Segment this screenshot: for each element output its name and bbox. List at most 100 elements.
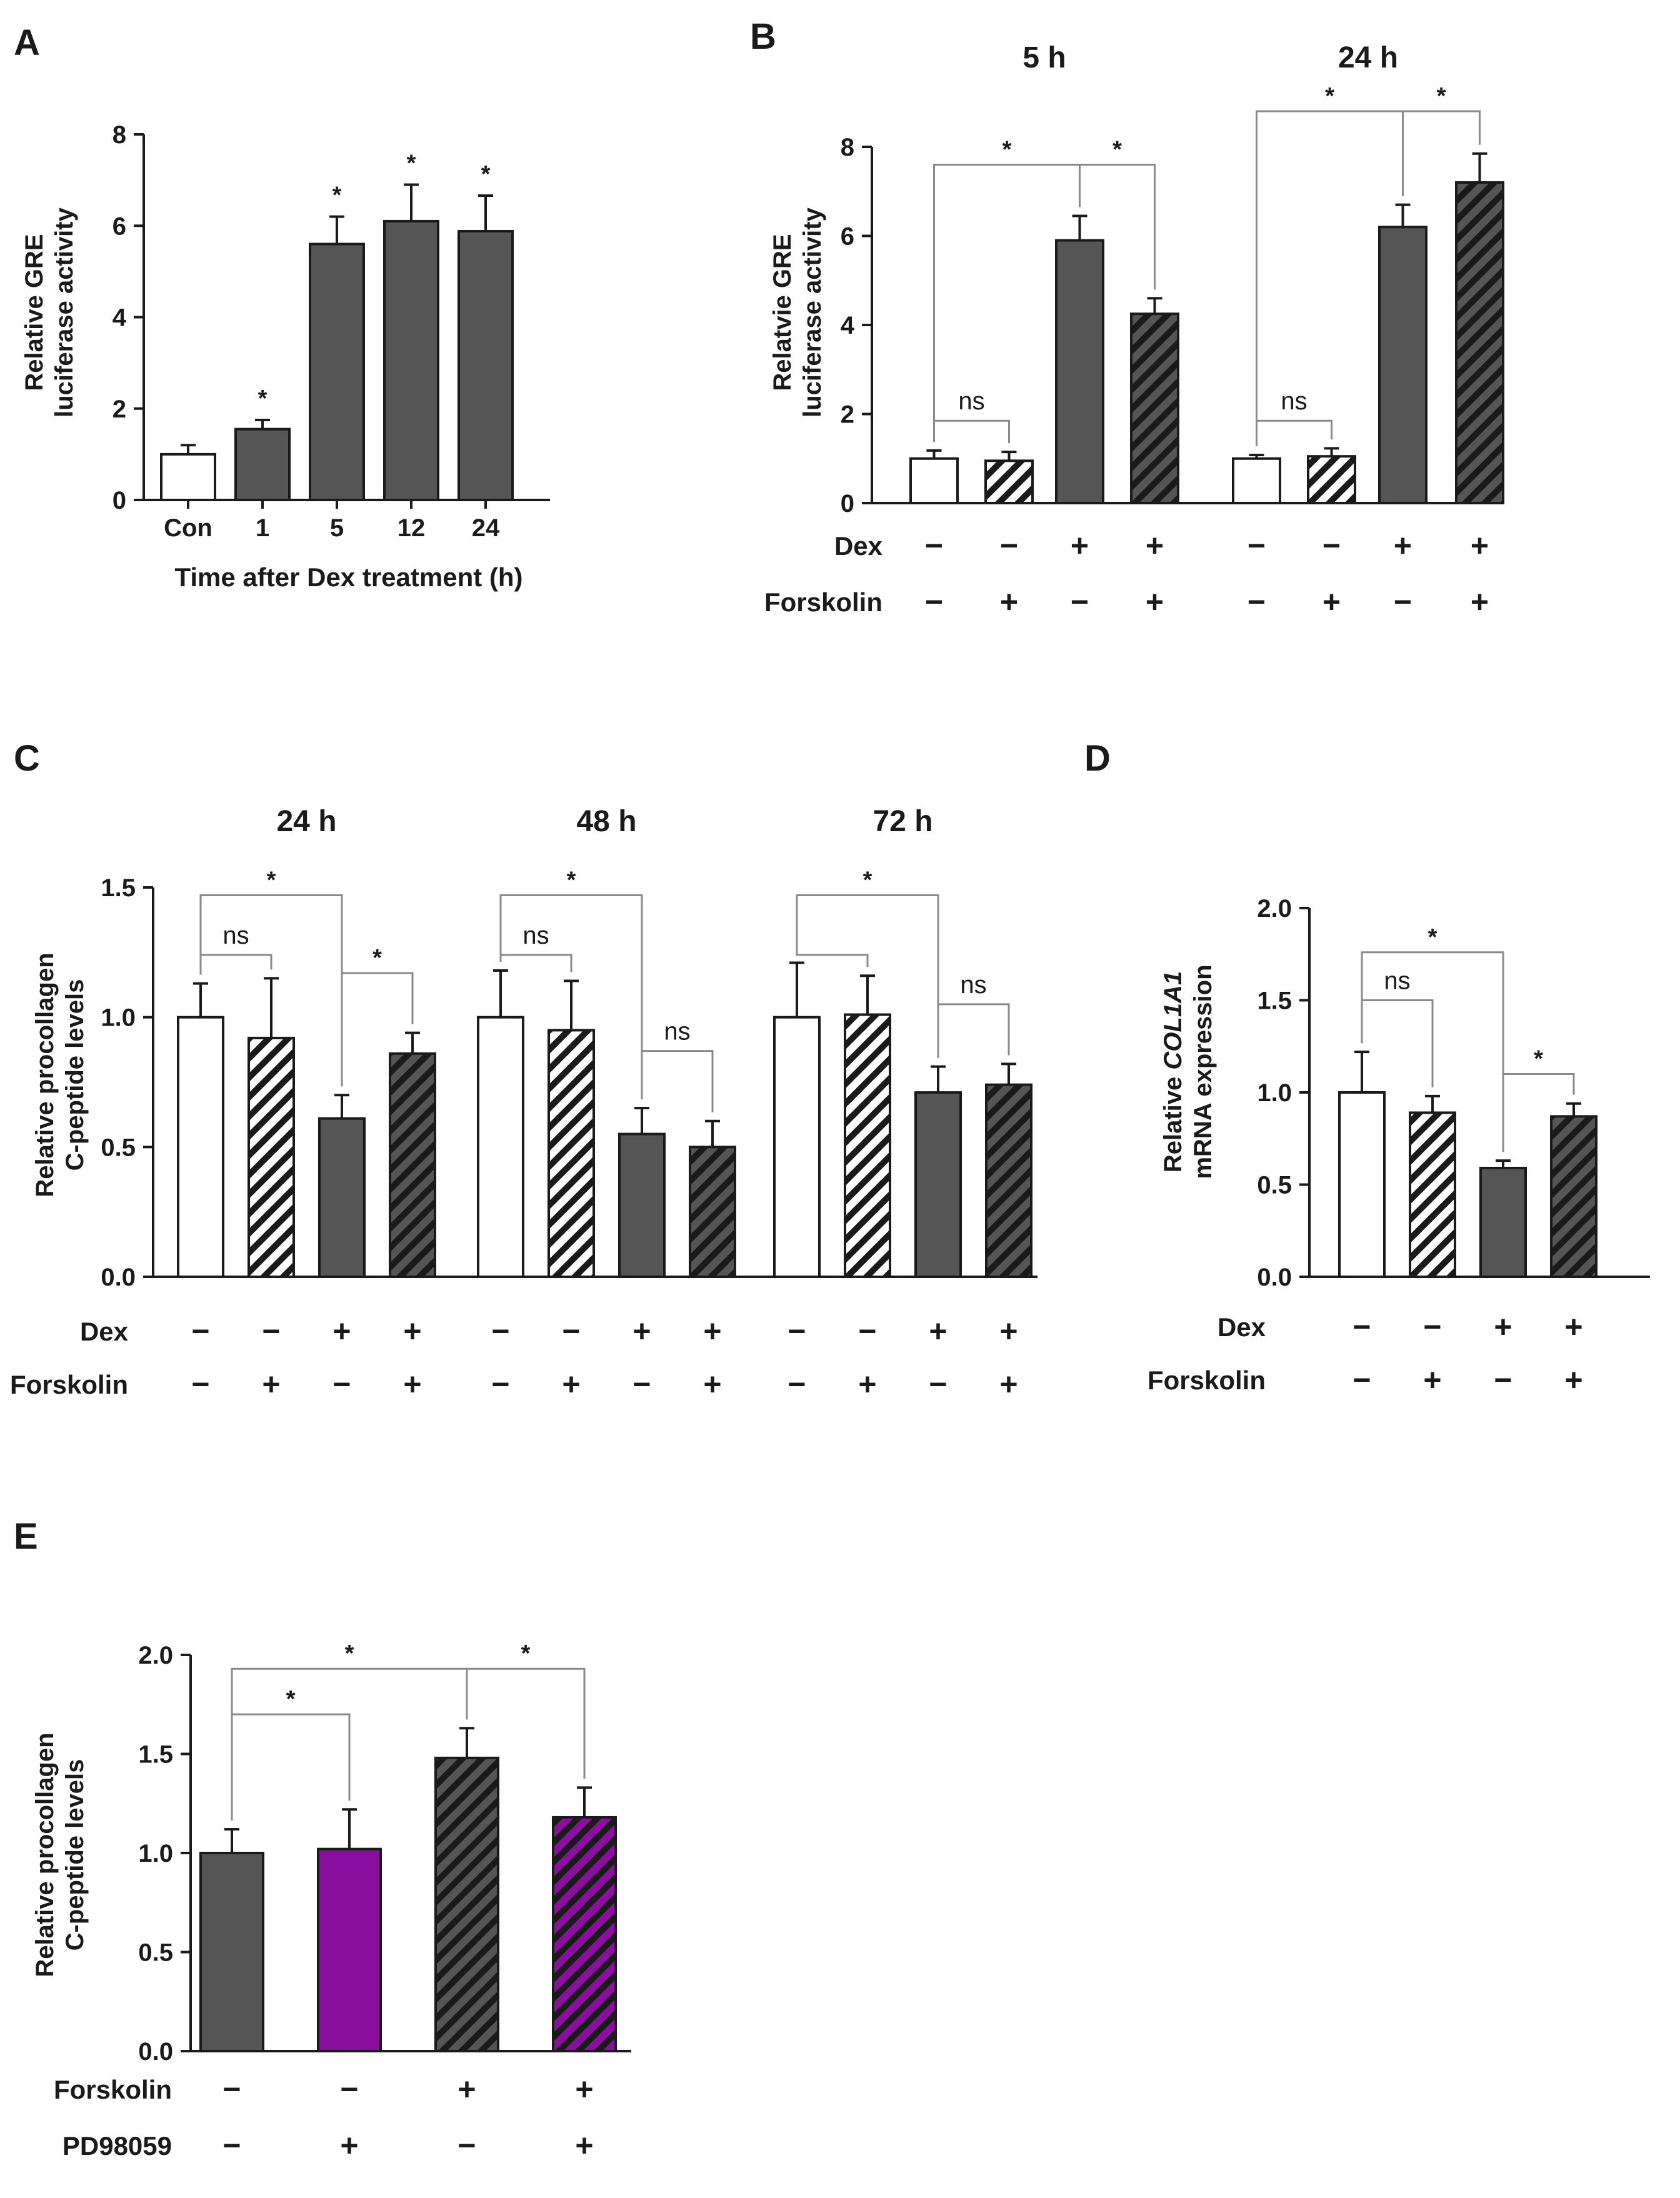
minus-sign: − <box>1322 528 1341 563</box>
y-axis-label-line: Relative procollagen <box>31 1732 59 1977</box>
significance-bracket <box>933 419 1010 444</box>
plus-sign: + <box>929 1314 947 1349</box>
bar <box>552 1816 617 2052</box>
plus-sign: + <box>575 2128 593 2163</box>
y-axis-label-line: Relative GRE <box>21 234 48 391</box>
bar <box>689 1146 736 1279</box>
bar <box>248 1036 295 1278</box>
panel-label: A <box>14 22 40 63</box>
plus-sign: + <box>1471 528 1489 563</box>
plus-sign: + <box>458 2072 476 2107</box>
bar <box>389 1052 436 1279</box>
bar <box>1338 1091 1386 1278</box>
bar <box>1378 226 1428 504</box>
bar <box>458 230 514 501</box>
significance-bracket <box>231 1713 351 1821</box>
bar <box>844 1013 891 1278</box>
plus-sign: + <box>632 1314 651 1349</box>
y-axis-label-line: luciferase activity <box>51 207 78 417</box>
x-axis-label: Time after Dex treatment (h) <box>174 562 522 592</box>
condition-label: Forskolin <box>764 587 882 617</box>
y-axis-label: Relatvie GRE luciferase activity <box>769 207 826 417</box>
bar <box>773 1016 821 1278</box>
y-axis-label: Relative COL1A1 mRNA expression <box>1159 964 1217 1179</box>
group-label: 24 h <box>1338 41 1398 74</box>
significance-bracket <box>937 1003 1010 1058</box>
condition-label: PD98059 <box>62 2131 172 2161</box>
minus-sign: − <box>340 2072 358 2107</box>
significance-bracket <box>1256 419 1332 447</box>
significance-bracket <box>199 954 272 975</box>
minus-sign: − <box>491 1314 509 1349</box>
plus-sign: + <box>858 1367 876 1402</box>
significance-bracket <box>1502 1073 1575 1152</box>
plus-sign: + <box>1322 584 1341 619</box>
plus-sign: + <box>1146 584 1164 619</box>
significance-star: * <box>267 867 276 893</box>
significance-bracket <box>499 954 572 972</box>
plus-sign: + <box>262 1367 280 1402</box>
significance-star: * <box>1112 137 1122 163</box>
plus-sign: + <box>703 1314 721 1349</box>
significance-bracket <box>1402 110 1481 196</box>
y-tick-label: 0.0 <box>138 2038 173 2066</box>
y-tick-label: 2 <box>112 396 126 423</box>
plus-sign: + <box>1471 584 1489 619</box>
y-axis-label-line: C-peptide levels <box>61 1759 89 1951</box>
plus-sign: + <box>1146 528 1164 563</box>
bar <box>618 1132 666 1278</box>
y-tick-label: 1.5 <box>101 874 136 902</box>
minus-sign: − <box>1494 1362 1512 1397</box>
bar <box>160 452 216 501</box>
significance-star: * <box>286 1686 296 1712</box>
bar <box>318 1117 366 1278</box>
significance-bracket <box>1361 951 1504 1152</box>
y-tick-label: 0 <box>112 487 126 514</box>
significance-star: * <box>407 150 416 176</box>
plus-sign: + <box>403 1367 421 1402</box>
bar <box>177 1016 224 1278</box>
y-tick-label: 4 <box>112 304 127 332</box>
y-axis-label-line: luciferase activity <box>799 207 826 417</box>
significance-bracket <box>466 1667 586 1779</box>
plus-sign: + <box>1071 528 1089 563</box>
panel-label: E <box>14 1516 38 1557</box>
significance-bracket <box>341 972 414 1087</box>
y-tick-label: 4 <box>841 312 855 339</box>
significance-star: * <box>1325 83 1334 109</box>
bar <box>548 1029 595 1279</box>
condition-label: Forskolin <box>10 1370 128 1399</box>
plus-sign: + <box>1423 1362 1441 1397</box>
bar <box>199 1852 264 2052</box>
significance-star: * <box>1428 924 1438 951</box>
significance-star: * <box>1534 1046 1543 1072</box>
bar <box>383 219 439 501</box>
x-tick-label: 5 <box>330 514 344 542</box>
y-tick-label: 1.0 <box>101 1004 136 1032</box>
bar <box>309 242 365 501</box>
significance-ns: ns <box>664 1018 690 1046</box>
y-axis-label: Relative GRE luciferase activity <box>21 207 78 417</box>
y-tick-label: 2 <box>841 401 854 429</box>
y-tick-label: 1.0 <box>1257 1079 1292 1107</box>
bar <box>1130 312 1179 504</box>
y-tick-label: 8 <box>112 121 126 149</box>
minus-sign: − <box>929 1367 947 1402</box>
bar <box>234 427 291 501</box>
y-axis-label-line: C-peptide levels <box>61 979 89 1171</box>
y-tick-label: 0.0 <box>1257 1264 1292 1291</box>
y-tick-label: 0.5 <box>138 1939 173 1967</box>
condition-label: Dex <box>1218 1312 1266 1342</box>
minus-sign: − <box>262 1314 280 1349</box>
y-tick-label: 0.5 <box>101 1134 136 1161</box>
y-axis-label: Relative procollagen C-peptide levels <box>31 952 89 1197</box>
bar <box>1409 1111 1456 1278</box>
bar <box>1307 455 1356 504</box>
plus-sign: + <box>999 1314 1018 1349</box>
y-axis-label-line: mRNA expression <box>1189 964 1217 1179</box>
minus-sign: − <box>191 1314 209 1349</box>
minus-sign: − <box>491 1367 509 1402</box>
significance-star: * <box>332 182 342 209</box>
bar <box>317 1847 382 2052</box>
